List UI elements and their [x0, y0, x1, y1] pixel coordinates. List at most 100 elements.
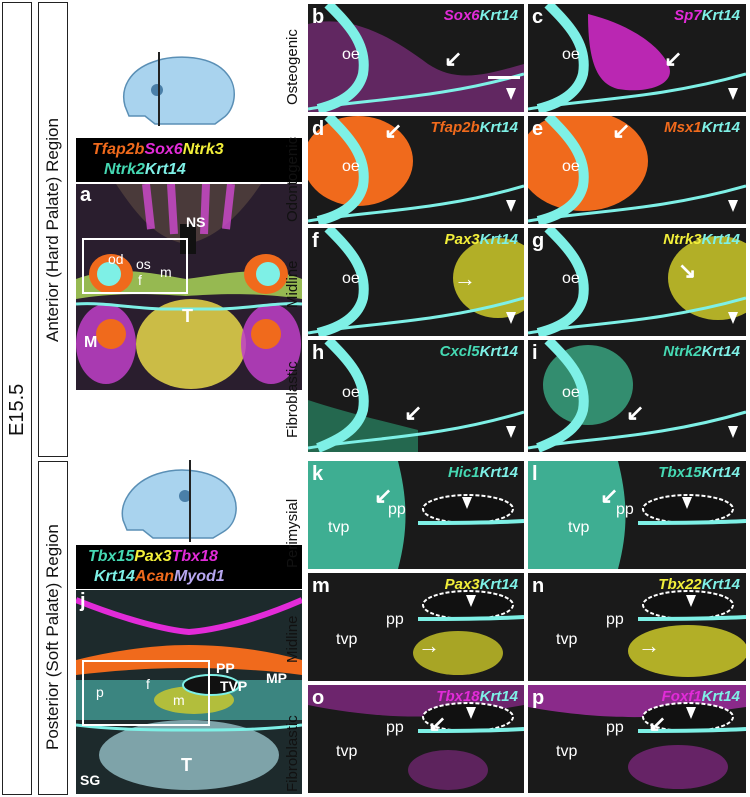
overview-j-image: j PP TVP MP p f m T SG	[76, 590, 302, 794]
label-t: T	[182, 306, 193, 326]
panel-c: c Sp7Krt14 oe ↙	[528, 4, 746, 112]
panel-letter-f: f	[312, 230, 319, 252]
tissue-pp: pp	[386, 719, 404, 736]
panel-letter-g: g	[532, 230, 545, 252]
label-p-j: p	[96, 684, 104, 700]
arrow-icon: →	[418, 633, 440, 658]
tissue-pp: pp	[606, 611, 624, 628]
marker-acan: Acan	[134, 568, 175, 585]
stage-label: E15.5	[6, 383, 28, 436]
arrowhead-icon	[462, 497, 472, 509]
posterior-region-label: Posterior (Soft Palate) Region	[43, 524, 62, 750]
panel-letter-d: d	[312, 118, 325, 140]
gene-label: Hic1	[447, 464, 480, 481]
marker-krt14: Krt14	[144, 161, 186, 178]
reporter-label: Krt14	[479, 576, 518, 593]
panel-letter-l: l	[532, 463, 538, 485]
arrowhead-icon	[682, 497, 692, 509]
gene-label: Cxcl5	[439, 343, 480, 360]
panel-letter-p: p	[532, 687, 545, 709]
gene-label: Tbx15	[658, 464, 702, 481]
panel-d-title: Tfap2bKrt14	[430, 119, 518, 136]
label-pp-j: PP	[216, 660, 235, 676]
tissue-tvp: tvp	[336, 631, 358, 648]
arrow-icon: ↙	[664, 46, 683, 71]
panel-l-title: Tbx15Krt14	[658, 464, 740, 481]
tissue-oe: oe	[562, 158, 580, 175]
gene-label: Pax3	[444, 231, 480, 248]
gene-label: Msx1	[664, 119, 702, 136]
panel-g-title: Ntrk3Krt14	[663, 231, 740, 248]
arrowhead-icon	[506, 312, 516, 324]
panel-f: f Pax3Krt14 oe →	[308, 228, 524, 336]
reporter-label: Krt14	[479, 343, 518, 360]
arrow-icon: ↙	[444, 46, 463, 71]
panel-b-title: Sox6Krt14	[444, 7, 518, 24]
gene-label: Tfap2b	[430, 119, 480, 136]
panel-i: i Ntrk2Krt14 oe ↙	[528, 340, 746, 452]
tissue-tvp: tvp	[568, 519, 590, 536]
panel-letter-h: h	[312, 342, 325, 364]
panel-letter-j: j	[80, 590, 86, 612]
arrowhead-icon	[728, 426, 738, 438]
panel-o-title: Tbx18Krt14	[436, 688, 518, 705]
row-label-fibroblastic-a: Fibroblastic	[284, 361, 301, 438]
stage-frame	[2, 2, 32, 795]
tissue-pp: pp	[616, 501, 634, 518]
arrowhead-icon	[686, 707, 696, 719]
arrowhead-icon	[728, 200, 738, 212]
arrowhead-icon	[466, 595, 476, 607]
tissue-oe: oe	[562, 270, 580, 287]
panel-letter-c: c	[532, 6, 544, 28]
marker-ntrk3: Ntrk3	[182, 141, 224, 158]
tissue-oe: oe	[342, 384, 360, 401]
arrow-icon: ↙	[428, 711, 447, 736]
gene-label: Foxf1	[661, 688, 702, 705]
overview-a-image: a NS od os f m T M	[76, 184, 302, 390]
reporter-label: Krt14	[479, 688, 518, 705]
panel-letter-n: n	[532, 575, 545, 597]
panel-m: m Pax3Krt14 tvp pp →	[308, 573, 524, 681]
arrow-icon: ↙	[600, 483, 619, 508]
gene-label: Ntrk3	[663, 231, 702, 248]
gene-label: Ntrk2	[663, 343, 702, 360]
tissue-oe: oe	[562, 46, 580, 63]
arrow-icon: →	[638, 633, 660, 658]
label-tvp-j: TVP	[220, 678, 248, 694]
tissue-tvp: tvp	[556, 743, 578, 760]
panel-letter-e: e	[532, 118, 544, 140]
gene-label: Pax3	[444, 576, 480, 593]
tissue-oe: oe	[342, 270, 360, 287]
row-label-fibroblastic-p: Fibroblastic	[284, 715, 301, 792]
marker-krt14-j: Krt14	[94, 568, 135, 585]
posterior-region-frame	[38, 461, 68, 795]
panel-e: e Msx1Krt14 oe ↙	[528, 116, 746, 224]
gene-label: Sp7	[674, 7, 702, 24]
label-ns: NS	[186, 214, 206, 230]
panel-n: n Tbx22Krt14 tvp pp →	[528, 573, 746, 681]
tissue-oe: oe	[342, 158, 360, 175]
panel-o: o Tbx18Krt14 tvp pp ↙	[308, 685, 524, 793]
reporter-label: Krt14	[479, 231, 518, 248]
reporter-label: Krt14	[479, 464, 518, 481]
gene-label: Sox6	[443, 7, 480, 24]
reporter-label: Krt14	[701, 464, 740, 481]
anterior-region-frame	[38, 2, 68, 457]
panel-i-title: Ntrk2Krt14	[663, 343, 740, 360]
marker-pax3: Pax3	[134, 548, 172, 565]
reporter-label: Krt14	[701, 688, 740, 705]
panel-m-title: Pax3Krt14	[445, 576, 518, 593]
marker-ntrk2: Ntrk2	[104, 161, 145, 178]
panel-n-title: Tbx22Krt14	[658, 576, 740, 593]
arrow-icon: ↙	[648, 711, 667, 736]
gene-label: Tbx18	[436, 688, 480, 705]
panel-d: d Tfap2bKrt14 oe ↙	[308, 116, 524, 224]
tissue-pp: pp	[386, 611, 404, 628]
panel-h: h Cxcl5Krt14 oe ↙	[308, 340, 524, 452]
label-f: f	[138, 272, 142, 288]
marker-myod1: Myod1	[174, 568, 225, 585]
reporter-label: Krt14	[701, 7, 740, 24]
tissue-oe: oe	[562, 384, 580, 401]
panel-letter-o: o	[312, 687, 325, 709]
inset-box-j	[82, 660, 210, 726]
